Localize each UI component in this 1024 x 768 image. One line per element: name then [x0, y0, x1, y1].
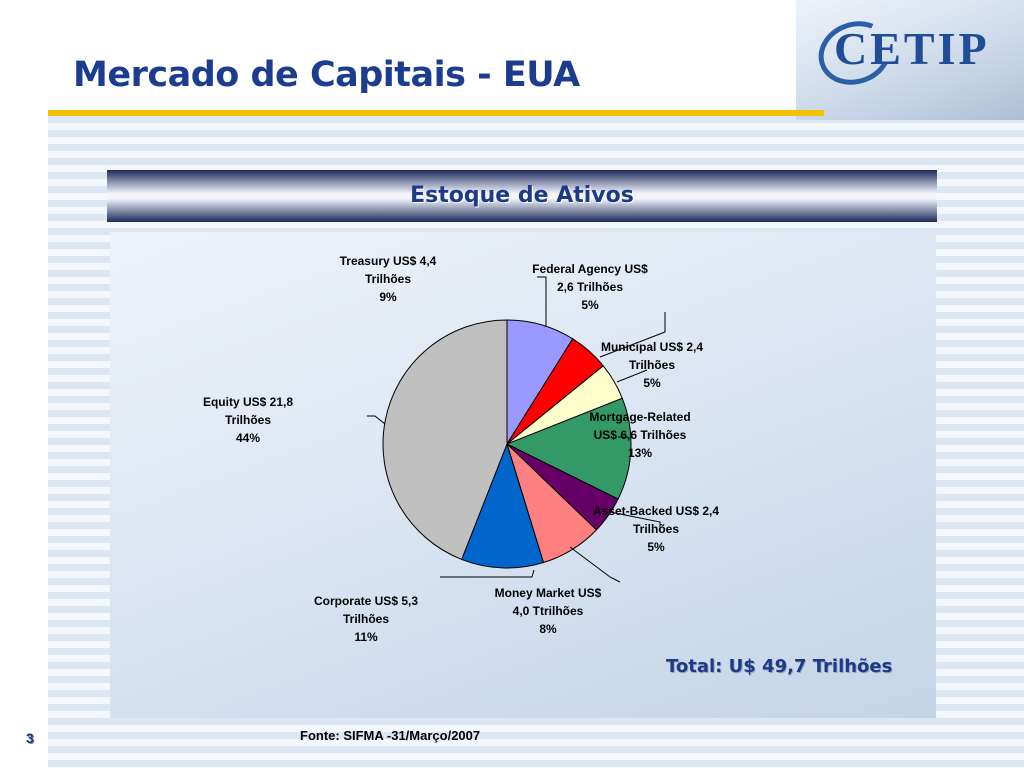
cetip-logo: CETIP — [796, 0, 1024, 120]
slice-label-line: US$ 6,6 Trilhões — [593, 428, 687, 442]
slice-label-line: Trilhões — [342, 612, 389, 626]
slice-label-line: Asset-Backed US$ 2,4 — [592, 504, 720, 518]
slice-label-line: 2,6 Trilhões — [556, 280, 624, 294]
slice-label: Treasury US$ 4,4 Trilhões 9% — [324, 252, 452, 306]
slice-percent-label: 5% — [581, 298, 599, 312]
pie-slice — [505, 397, 632, 500]
slice-percent-label: 8% — [539, 622, 557, 636]
slice-label-line: Trilhões — [364, 272, 411, 286]
leader-line — [609, 511, 661, 529]
slice-label: Asset-Backed US$ 2,4 Trilhões 5% — [576, 502, 736, 556]
page-number: 3 — [26, 730, 34, 746]
slice-label-line: Trilhões — [632, 522, 679, 536]
slice-label-line: Trilhões — [224, 413, 271, 427]
slice-label-line: Trilhões — [628, 358, 675, 372]
slice-label-line: Federal Agency US$ — [532, 262, 648, 276]
leader-line — [537, 276, 547, 327]
chart-header-bar: Estoque de Ativos — [107, 170, 937, 222]
slice-label-line: 4,0 Ttrilhões — [512, 604, 584, 618]
slice-label: Federal Agency US$ 2,6 Trilhões 5% — [510, 260, 670, 314]
pie-slice — [382, 319, 508, 561]
slice-percent-label: 5% — [647, 540, 665, 554]
pie-slice — [461, 442, 545, 569]
slice-label-line: Treasury US$ 4,4 — [339, 254, 437, 268]
leader-line — [599, 312, 666, 358]
title-underline — [48, 110, 824, 116]
slice-percent-label: 11% — [354, 630, 378, 644]
page-title: Mercado de Capitais - EUA — [73, 55, 580, 95]
pie-chart — [367, 276, 666, 583]
slice-label: Mortgage-Related US$ 6,6 Trilhões 13% — [564, 408, 716, 462]
slice-label-line: Corporate US$ 5,3 — [313, 594, 419, 608]
slice-percent-label: 9% — [379, 290, 397, 304]
slice-label-line: Mortgage-Related — [589, 410, 691, 424]
slice-percent-label: 5% — [643, 376, 661, 390]
slice-label: Corporate US$ 5,3 Trilhões 11% — [293, 592, 439, 646]
leader-line — [367, 415, 386, 425]
leader-line — [616, 369, 648, 383]
chart-panel — [110, 232, 936, 718]
slice-label-line: Equity US$ 21,8 — [202, 395, 294, 409]
leader-line — [440, 569, 535, 578]
slice-label-line: Municipal US$ 2,4 — [600, 340, 704, 354]
slice-label: Equity US$ 21,8 Trilhões 44% — [182, 393, 314, 447]
logo-text: CETIP — [834, 23, 990, 74]
slice-label: Municipal US$ 2,4 Trilhões 5% — [584, 338, 720, 392]
slice-percent-label: 44% — [235, 431, 261, 445]
total-label: Total: U$ 49,7 Trilhões — [666, 656, 893, 677]
slice-percent-label: 13% — [627, 446, 653, 460]
slice-label-line: Money Market US$ — [494, 586, 602, 600]
source-note: Fonte: SIFMA -31/Março/2007 — [300, 728, 481, 743]
chart-title: Estoque de Ativos — [410, 183, 634, 208]
leader-line — [569, 546, 621, 583]
slice-label: Money Market US$ 4,0 Ttrilhões 8% — [473, 584, 623, 638]
